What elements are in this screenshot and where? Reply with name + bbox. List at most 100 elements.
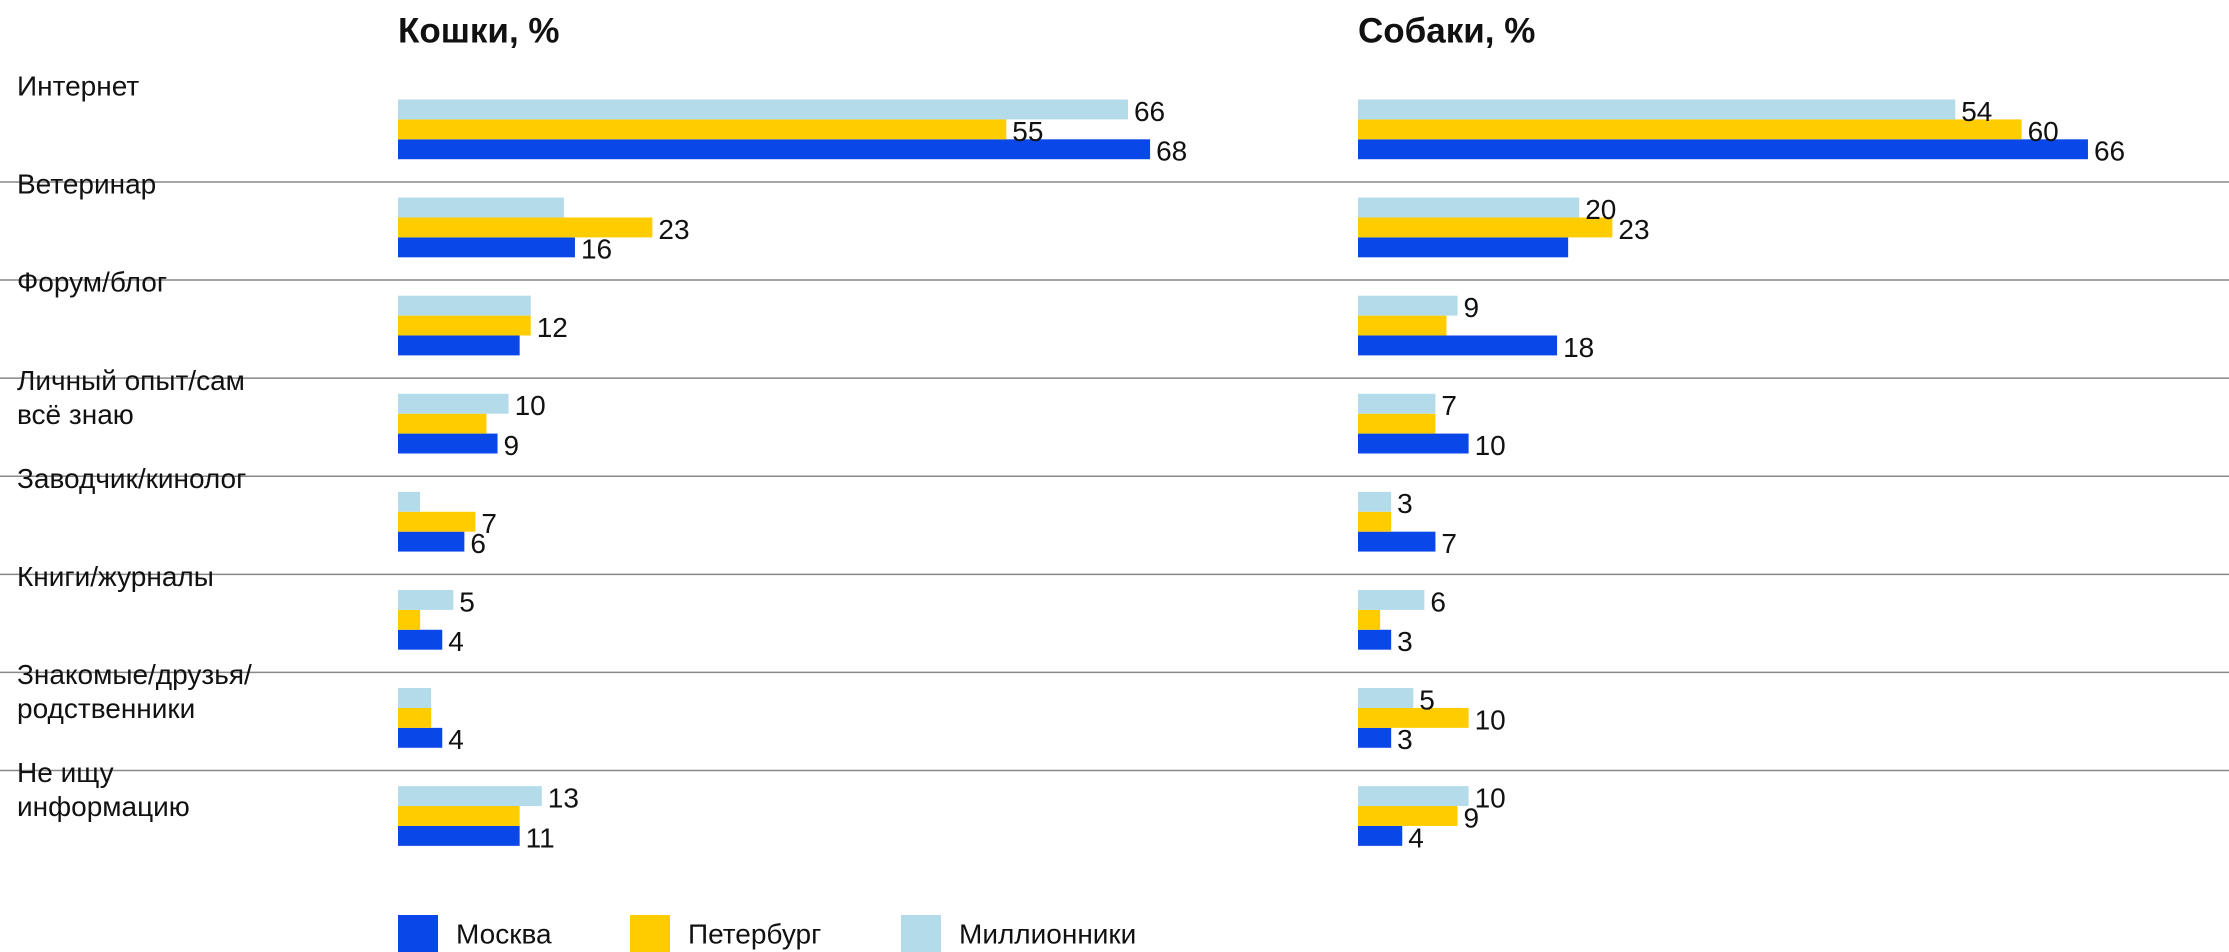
value-label: 4 — [448, 626, 464, 657]
bar — [398, 393, 509, 414]
value-label: 6 — [1430, 586, 1446, 617]
bar — [1358, 315, 1447, 336]
category-label: Книги/журналы — [17, 561, 214, 592]
bar — [1358, 511, 1392, 532]
value-label: 55 — [1012, 116, 1043, 147]
bar — [1358, 589, 1425, 610]
value-label: 20 — [1585, 194, 1616, 225]
bar — [398, 629, 443, 650]
value-label: 12 — [537, 312, 568, 343]
bar — [1358, 531, 1436, 552]
category-label: информацию — [17, 791, 190, 822]
category-label: Личный опыт/сам — [17, 365, 245, 396]
bar — [398, 825, 520, 846]
bar — [1358, 119, 2022, 140]
value-label: 9 — [1464, 292, 1480, 323]
value-label: 7 — [481, 508, 497, 539]
bar — [398, 99, 1128, 120]
value-label: 13 — [548, 782, 579, 813]
category-label: родственники — [17, 693, 195, 724]
value-label: 10 — [1475, 782, 1506, 813]
value-label: 10 — [1475, 704, 1506, 735]
value-label: 60 — [2028, 116, 2059, 147]
bar — [1358, 99, 1956, 120]
bar — [1358, 825, 1403, 846]
category-label: всё знаю — [17, 399, 134, 430]
bar — [398, 139, 1151, 160]
bar — [1358, 609, 1381, 630]
value-label: 4 — [448, 724, 464, 755]
bar — [398, 688, 432, 708]
bar — [1358, 197, 1580, 218]
bar — [1358, 806, 1458, 826]
value-label: 9 — [504, 430, 520, 461]
bar — [398, 237, 575, 258]
value-label: 23 — [1618, 214, 1649, 245]
bar — [1358, 393, 1436, 414]
value-label: 66 — [1134, 96, 1165, 127]
value-label: 7 — [1441, 528, 1457, 559]
category-label: Форум/блог — [17, 267, 167, 298]
bar — [1358, 237, 1569, 258]
bar — [1358, 786, 1469, 807]
value-label: 10 — [1475, 430, 1506, 461]
value-label: 3 — [1397, 626, 1413, 657]
bar — [398, 491, 421, 512]
bar — [398, 589, 454, 610]
legend-swatch — [630, 915, 670, 952]
bar — [398, 315, 531, 336]
bar — [398, 217, 653, 238]
bar — [398, 511, 476, 532]
value-label: 3 — [1397, 488, 1413, 519]
bar — [1358, 727, 1392, 748]
bar — [1358, 413, 1436, 434]
value-label: 9 — [1464, 802, 1480, 833]
category-label: Интернет — [17, 71, 139, 102]
category-label: Заводчик/кинолог — [17, 463, 246, 494]
bar — [398, 531, 465, 552]
value-label: 18 — [1563, 332, 1594, 363]
value-label: 4 — [1408, 822, 1424, 853]
panel-title: Собаки, % — [1358, 11, 1535, 50]
bar — [398, 609, 421, 630]
bar — [398, 197, 564, 218]
legend-label: Москва — [456, 918, 552, 949]
bar — [1358, 295, 1458, 316]
bar — [398, 806, 520, 826]
bar — [398, 433, 498, 454]
bar — [398, 707, 432, 728]
value-label: 66 — [2094, 136, 2125, 167]
category-label: Ветеринар — [17, 169, 156, 200]
bar — [1358, 629, 1392, 650]
bar — [1358, 217, 1613, 238]
bar — [1358, 335, 1558, 356]
bar — [398, 335, 520, 356]
bar — [1358, 707, 1469, 728]
bar — [398, 727, 443, 748]
category-label: Не ищу — [17, 757, 114, 788]
value-label: 16 — [581, 234, 612, 265]
legend-label: Миллионники — [959, 918, 1136, 949]
bar — [1358, 688, 1414, 708]
legend-swatch — [901, 915, 941, 952]
bar — [398, 413, 487, 434]
bar — [398, 786, 542, 807]
panel-title: Кошки, % — [398, 11, 560, 50]
value-label: 54 — [1961, 96, 1992, 127]
value-label: 6 — [470, 528, 486, 559]
value-label: 68 — [1156, 136, 1187, 167]
bar — [398, 295, 531, 316]
bar — [1358, 139, 2088, 160]
value-label: 23 — [658, 214, 689, 245]
value-label: 11 — [526, 822, 555, 853]
value-label: 7 — [1441, 390, 1457, 421]
legend-label: Петербург — [688, 918, 821, 949]
value-label: 10 — [515, 390, 546, 421]
bar — [398, 119, 1007, 140]
bar — [1358, 491, 1392, 512]
bar — [1358, 433, 1469, 454]
value-label: 5 — [459, 586, 475, 617]
value-label: 5 — [1419, 684, 1435, 715]
value-label: 3 — [1397, 724, 1413, 755]
